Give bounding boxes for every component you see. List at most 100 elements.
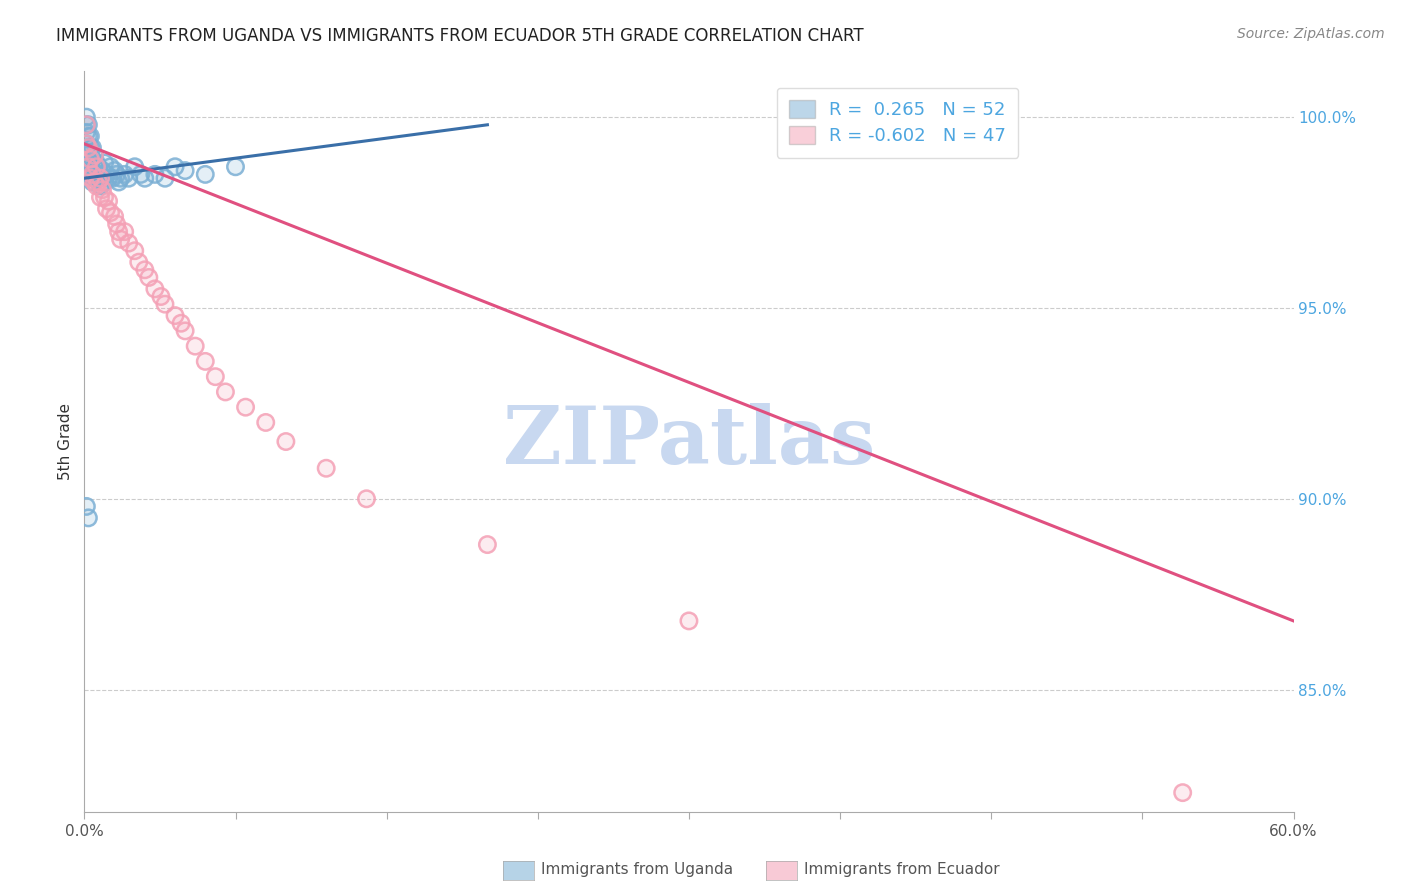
Point (79, 152, 101, 166)
Point (165, 160, 187, 174)
Point (97, 171, 120, 186)
Point (107, 225, 129, 239)
Point (82, 152, 104, 166)
Point (75, 110, 97, 124)
Point (101, 171, 124, 186)
Text: IMMIGRANTS FROM UGANDA VS IMMIGRANTS FROM ECUADOR 5TH GRADE CORRELATION CHART: IMMIGRANTS FROM UGANDA VS IMMIGRANTS FRO… (56, 27, 863, 45)
Point (134, 262, 156, 277)
Point (83, 160, 105, 174)
Point (89, 178, 111, 193)
Point (79, 168, 101, 182)
Point (97, 194, 120, 208)
Point (165, 309, 187, 323)
Point (91, 183, 114, 197)
Point (143, 282, 166, 296)
Point (110, 171, 132, 186)
Point (83, 175, 105, 189)
Point (77, 141, 100, 155)
Point (254, 416, 277, 430)
Point (235, 400, 257, 414)
Point (254, 416, 277, 430)
Point (77, 141, 100, 155)
Point (77, 129, 100, 144)
Y-axis label: 5th Grade: 5th Grade (58, 403, 73, 480)
Point (101, 171, 124, 186)
Point (105, 217, 128, 231)
Point (77, 118, 100, 132)
Point (100, 160, 122, 174)
Point (82, 163, 104, 178)
Point (138, 270, 160, 285)
Point (77, 511, 100, 525)
Point (75, 148, 97, 162)
Point (87, 171, 110, 186)
Point (184, 339, 207, 353)
Point (124, 244, 146, 258)
Point (75, 160, 97, 174)
Point (79, 171, 101, 186)
Point (75, 136, 97, 151)
Point (149, 289, 172, 303)
Point (79, 141, 101, 155)
Point (129, 168, 152, 182)
Point (138, 270, 160, 285)
Point (82, 168, 104, 182)
Point (75, 136, 97, 151)
Point (153, 171, 176, 186)
Point (75, 118, 97, 132)
Point (93, 175, 115, 189)
Point (79, 156, 101, 170)
Point (75, 118, 97, 132)
Point (174, 324, 197, 338)
Point (77, 168, 100, 182)
Point (83, 148, 105, 162)
Text: Immigrants from Ecuador: Immigrants from Ecuador (804, 863, 1000, 877)
Point (165, 309, 187, 323)
Point (75, 118, 97, 132)
Point (143, 168, 166, 182)
Point (77, 156, 100, 170)
Point (110, 232, 132, 246)
Point (153, 297, 176, 311)
Point (100, 205, 122, 219)
Point (678, 614, 700, 628)
Point (89, 190, 111, 204)
Point (83, 171, 105, 186)
Point (174, 324, 197, 338)
Point (91, 163, 114, 178)
Point (96, 168, 118, 182)
Point (89, 190, 111, 204)
Point (93, 156, 115, 170)
Point (79, 129, 101, 144)
Point (93, 190, 115, 204)
Point (77, 511, 100, 525)
Point (214, 384, 236, 399)
Point (75, 125, 97, 139)
Point (77, 160, 100, 174)
Point (118, 236, 141, 251)
Point (86, 156, 108, 170)
Point (124, 160, 146, 174)
Point (83, 148, 105, 162)
Point (124, 244, 146, 258)
Point (82, 175, 104, 189)
Point (96, 168, 118, 182)
Point (75, 148, 97, 162)
Point (77, 156, 100, 170)
Point (225, 160, 247, 174)
Point (114, 168, 136, 182)
Point (75, 160, 97, 174)
Point (174, 163, 197, 178)
Point (174, 163, 197, 178)
Point (235, 400, 257, 414)
Point (100, 160, 122, 174)
Point (194, 168, 217, 182)
Point (153, 171, 176, 186)
Point (89, 178, 111, 193)
Point (110, 171, 132, 186)
Point (77, 141, 100, 155)
Point (118, 171, 141, 186)
Point (204, 369, 226, 384)
Point (1171, 786, 1194, 800)
Point (107, 225, 129, 239)
